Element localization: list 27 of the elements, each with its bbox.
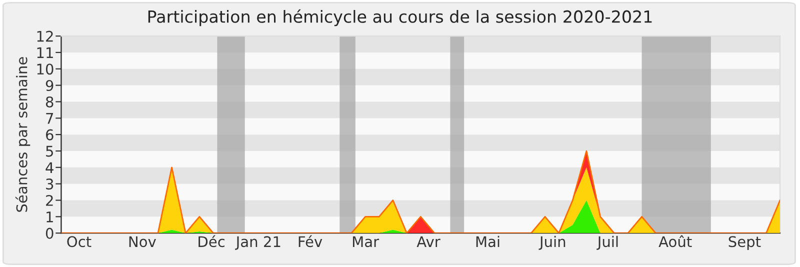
chart-title: Participation en hémicycle au cours de la session 2020-2021: [148, 9, 652, 26]
y-tick-label: 2: [46, 194, 53, 206]
y-tick-label: 4: [46, 162, 54, 173]
y-tick-label: 9: [46, 80, 54, 92]
y-tick-label: 6: [46, 129, 54, 140]
x-tick-label: Fév: [298, 235, 322, 248]
y-tick-label: 0: [46, 228, 54, 239]
x-tick-label: Nov: [129, 236, 156, 248]
x-tick-label: Déc: [198, 235, 224, 248]
x-tick-label: Sept: [728, 236, 761, 250]
x-tick-label: Août: [658, 235, 692, 248]
x-tick-label: Jan 21: [235, 236, 280, 250]
y-tick-label: 10: [37, 64, 54, 75]
y-tick-label: 5: [46, 146, 53, 157]
y-tick-label: 8: [46, 96, 54, 108]
x-tick-label: Mar: [352, 236, 380, 248]
x-tick-label: Avr: [416, 236, 440, 247]
x-tick-label: Juin: [538, 236, 566, 250]
x-tick-label: Mai: [476, 236, 500, 248]
y-axis-title: Séances par semaine: [15, 57, 30, 212]
y-tick-label: 1: [46, 212, 53, 222]
y-tick-label: 11: [37, 47, 53, 58]
y-tick-label: 3: [46, 178, 54, 190]
y-tick-label: 7: [46, 113, 54, 124]
x-tick-label: Oct: [67, 236, 92, 248]
x-tick-label: Juil: [596, 236, 618, 250]
y-tick-label: 12: [37, 30, 53, 42]
